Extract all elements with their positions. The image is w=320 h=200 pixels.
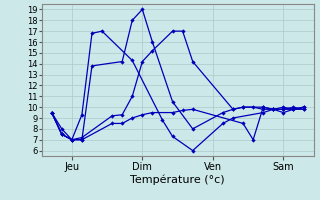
X-axis label: Température (°c): Température (°c) <box>130 174 225 185</box>
